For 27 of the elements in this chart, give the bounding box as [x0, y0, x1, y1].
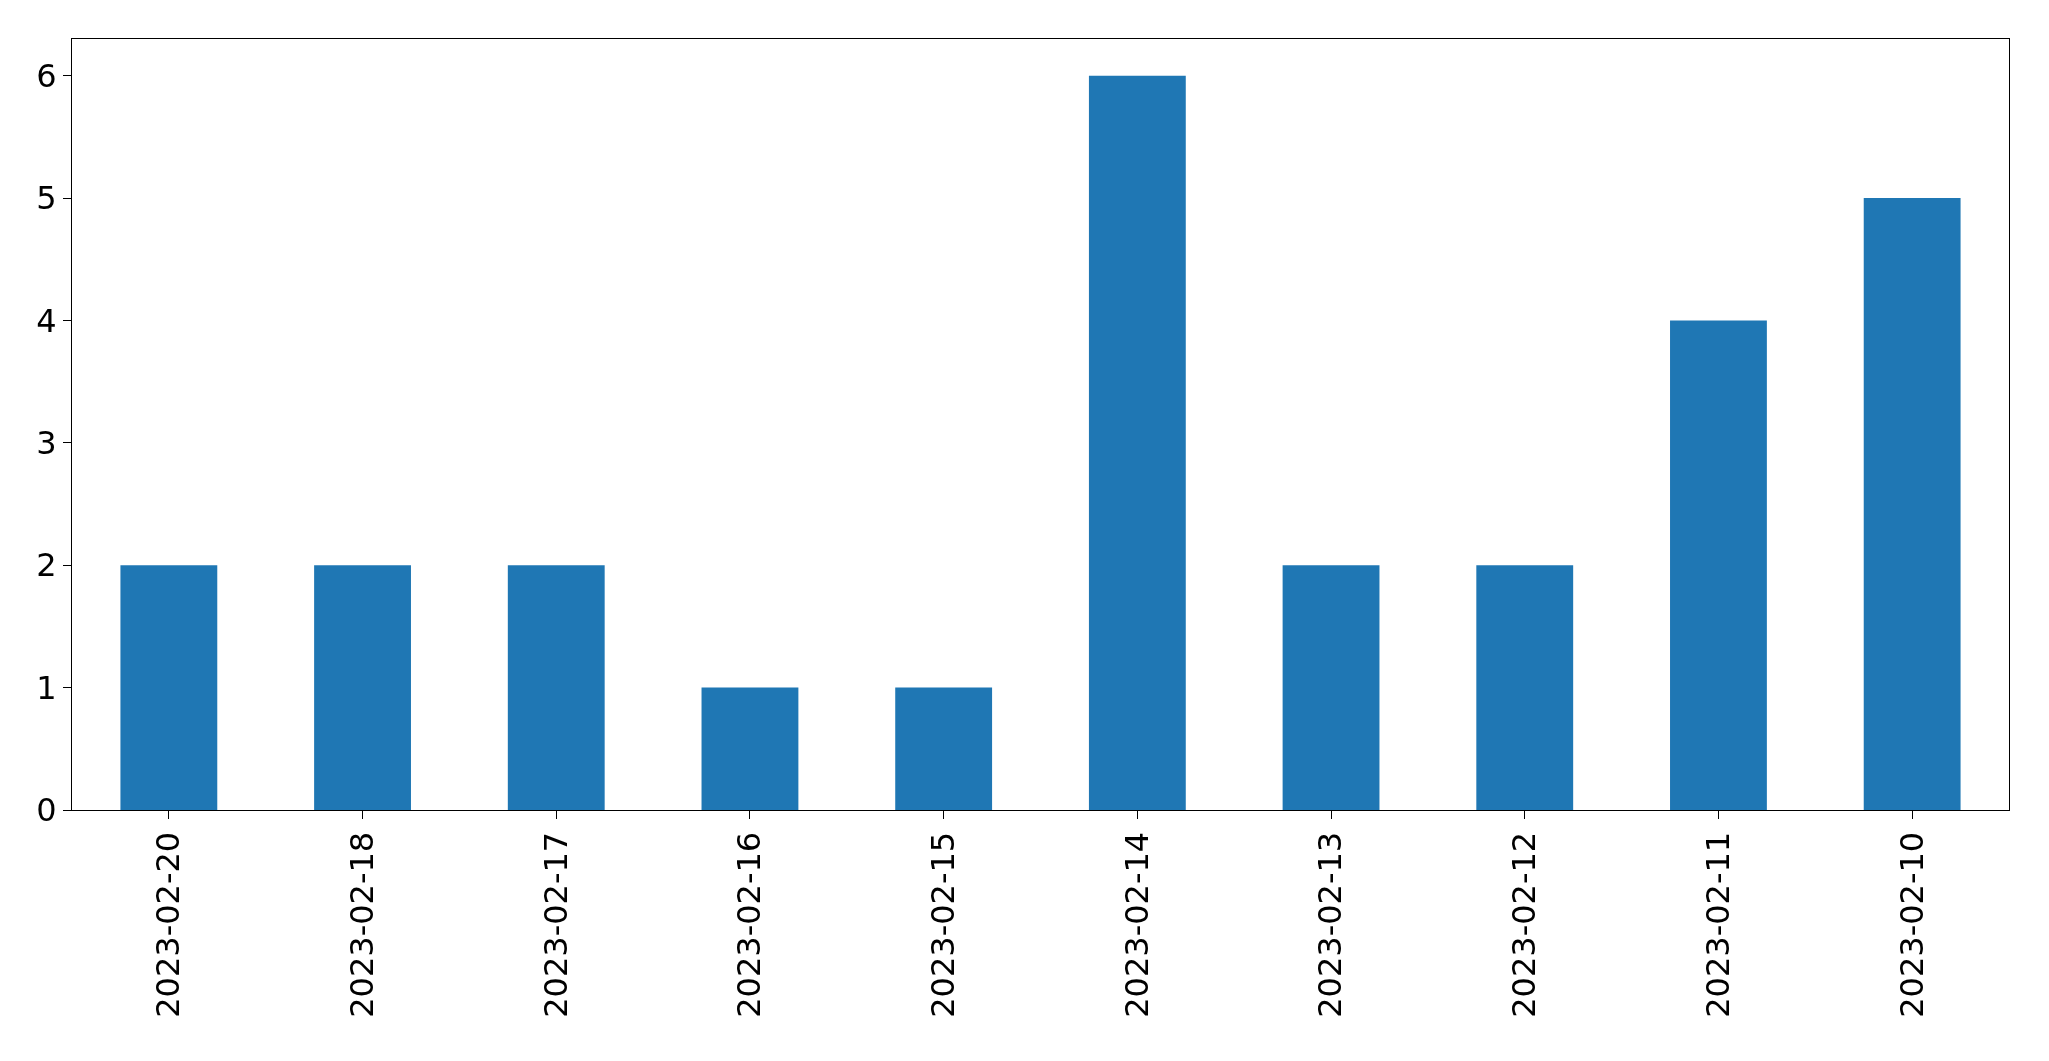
- bar: [895, 687, 993, 810]
- x-tick-label: 2023-02-17: [536, 831, 575, 1018]
- bar: [1863, 198, 1961, 810]
- x-tick-label: 2023-02-11: [1698, 831, 1737, 1018]
- x-tick-label: 2023-02-14: [1117, 831, 1156, 1018]
- y-tick-label: 3: [36, 424, 57, 463]
- bar: [120, 565, 218, 810]
- y-tick-label: 4: [36, 301, 57, 340]
- x-tick-label: 2023-02-12: [1505, 831, 1544, 1018]
- bar: [701, 687, 799, 810]
- y-tick-label: 6: [36, 56, 57, 95]
- y-tick-label: 5: [36, 179, 57, 218]
- x-tick-label: 2023-02-20: [149, 831, 188, 1018]
- y-tick-label: 2: [36, 546, 57, 585]
- bar: [1282, 565, 1380, 810]
- y-tick-label: 1: [36, 668, 57, 707]
- bar: [1476, 565, 1574, 810]
- bar: [1088, 75, 1186, 810]
- bar: [314, 565, 411, 810]
- x-tick-label: 2023-02-18: [342, 831, 381, 1018]
- bar: [507, 565, 605, 810]
- x-tick-label: 2023-02-15: [924, 831, 963, 1018]
- x-tick-label: 2023-02-13: [1311, 831, 1350, 1018]
- x-tick-label: 2023-02-10: [1892, 831, 1931, 1018]
- y-tick-label: 0: [36, 791, 57, 830]
- bar: [1670, 320, 1767, 810]
- x-tick-label: 2023-02-16: [730, 831, 769, 1018]
